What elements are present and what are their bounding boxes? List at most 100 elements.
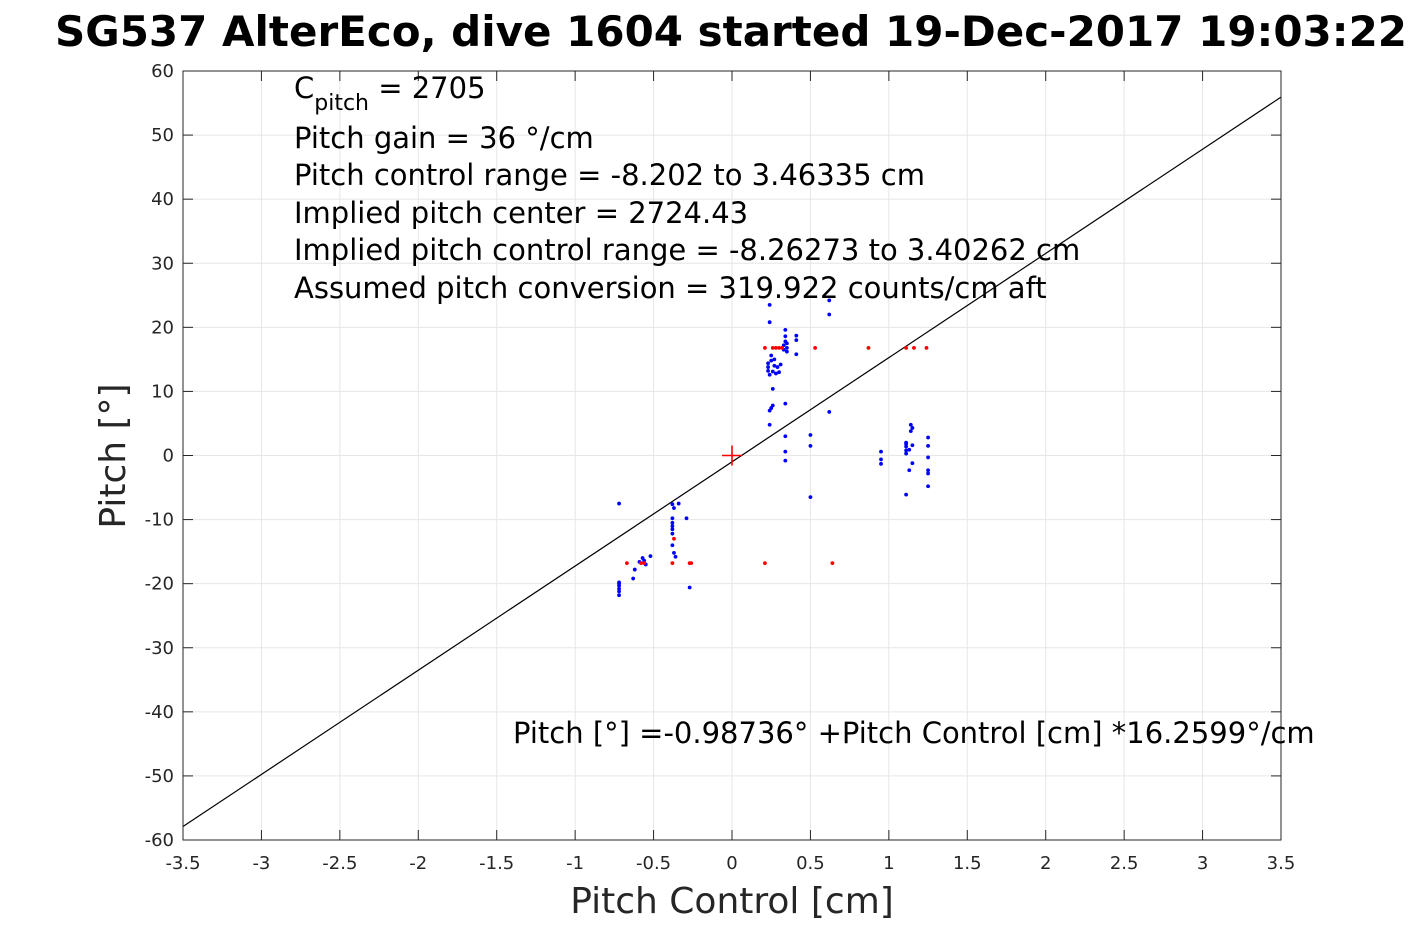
x-tick-label: -2 [409,853,427,874]
blue-data-point [777,370,781,375]
c-pitch-value: = 2705 [369,71,486,105]
blue-data-point [774,371,778,376]
x-tick-label: -3.5 [165,853,200,874]
y-tick-label: -40 [145,702,174,723]
blue-data-point [766,369,770,373]
blue-data-point [783,449,788,454]
red-data-point [625,561,629,566]
blue-data-point [879,457,883,462]
data-points [617,298,930,598]
blue-data-point [926,435,930,440]
blue-data-point [670,524,675,528]
blue-data-point [670,502,675,507]
fit-equation-annotation: Pitch [°] =-0.98736° +Pitch Control [cm]… [513,716,1315,750]
blue-data-point [907,447,912,452]
blue-data-point [670,527,675,532]
axis-ticks: -3.5 -3 -2.5 -2 -1.5 -1 -0.5 0 0.5 1 1.5 2 2.5 3 3.5 -6… [145,61,1296,874]
blue-data-point [670,543,675,548]
blue-data-point [783,401,788,406]
blue-data-point [670,531,675,536]
blue-data-point [670,520,675,525]
red-data-point [639,561,643,566]
blue-data-point [879,461,883,466]
y-tick-label: -50 [145,766,174,787]
blue-data-point [808,495,813,500]
blue-data-point [910,443,915,448]
blue-data-point [775,365,780,369]
y-tick-label: 10 [151,381,174,402]
blue-data-point [617,589,621,594]
blue-data-point [794,338,799,343]
x-tick-label: 0.5 [796,853,825,874]
y-tick-label: -60 [145,830,174,851]
red-data-point [774,345,778,350]
y-tick-label: -10 [145,510,174,531]
blue-data-point [770,386,775,391]
blue-data-point [908,422,913,427]
y-tick-label: 20 [151,317,174,338]
red-data-point [763,561,767,566]
x-tick-label: -2.5 [322,853,357,874]
blue-data-point [770,369,775,374]
blue-data-point [904,492,909,497]
blue-data-point [772,363,777,368]
blue-data-point [783,458,788,463]
blue-data-point [767,372,772,377]
red-data-point [672,536,676,541]
blue-data-point [676,501,681,506]
blue-data-point [785,349,789,354]
red-data-point [670,561,675,566]
blue-data-point [908,429,913,434]
red-data-point [904,345,909,350]
blue-data-point [766,365,770,369]
red-data-point [813,345,818,350]
y-tick-label: 40 [151,189,174,210]
red-data-point [830,561,835,566]
red-data-point [642,561,647,566]
y-tick-label: 50 [151,125,174,146]
x-tick-label: 3 [1197,853,1208,874]
blue-data-point [907,468,912,473]
blue-data-point [808,443,813,448]
x-tick-label: -0.5 [636,853,671,874]
x-tick-label: 0 [726,853,737,874]
blue-data-point [772,357,777,362]
x-tick-label: 1 [883,853,894,874]
blue-data-point [785,345,789,350]
y-tick-label: 0 [163,446,174,467]
y-tick-label: -20 [145,574,174,595]
blue-data-point [904,451,909,456]
blue-data-point [926,468,930,473]
blue-data-point [648,554,653,559]
blue-data-point [926,484,930,489]
blue-data-point [767,320,772,325]
blue-data-point [617,593,621,598]
blue-data-point [827,312,832,317]
center-cross-marker [722,445,742,466]
blue-data-point [827,410,832,414]
red-data-point [770,345,775,350]
c-pitch-subscript: pitch [314,91,369,116]
x-tick-label: 3.5 [1267,853,1296,874]
blue-data-point [904,448,909,453]
blue-data-point [794,333,799,338]
red-data-point [912,345,916,350]
blue-data-point [783,327,788,332]
assumed-conversion-annotation: Assumed pitch conversion = 319.922 count… [294,271,1047,305]
x-tick-label: 2 [1040,853,1051,874]
y-tick-label: 60 [151,61,174,82]
blue-data-point [673,554,678,559]
x-tick-label: -3 [252,853,270,874]
blue-data-point [769,358,774,363]
red-data-point [777,345,781,350]
chart-title: SG537 AlterEco, dive 1604 started 19-Dec… [55,7,1407,56]
c-pitch-prefix: C [294,71,314,105]
blue-data-point [617,581,621,586]
x-tick-label: 1.5 [953,853,982,874]
blue-data-point [904,442,909,446]
blue-data-point [926,471,930,476]
red-data-point [780,345,785,350]
pitch-gain-annotation: Pitch gain = 36 °/cm [294,121,594,155]
blue-data-point [770,403,775,408]
